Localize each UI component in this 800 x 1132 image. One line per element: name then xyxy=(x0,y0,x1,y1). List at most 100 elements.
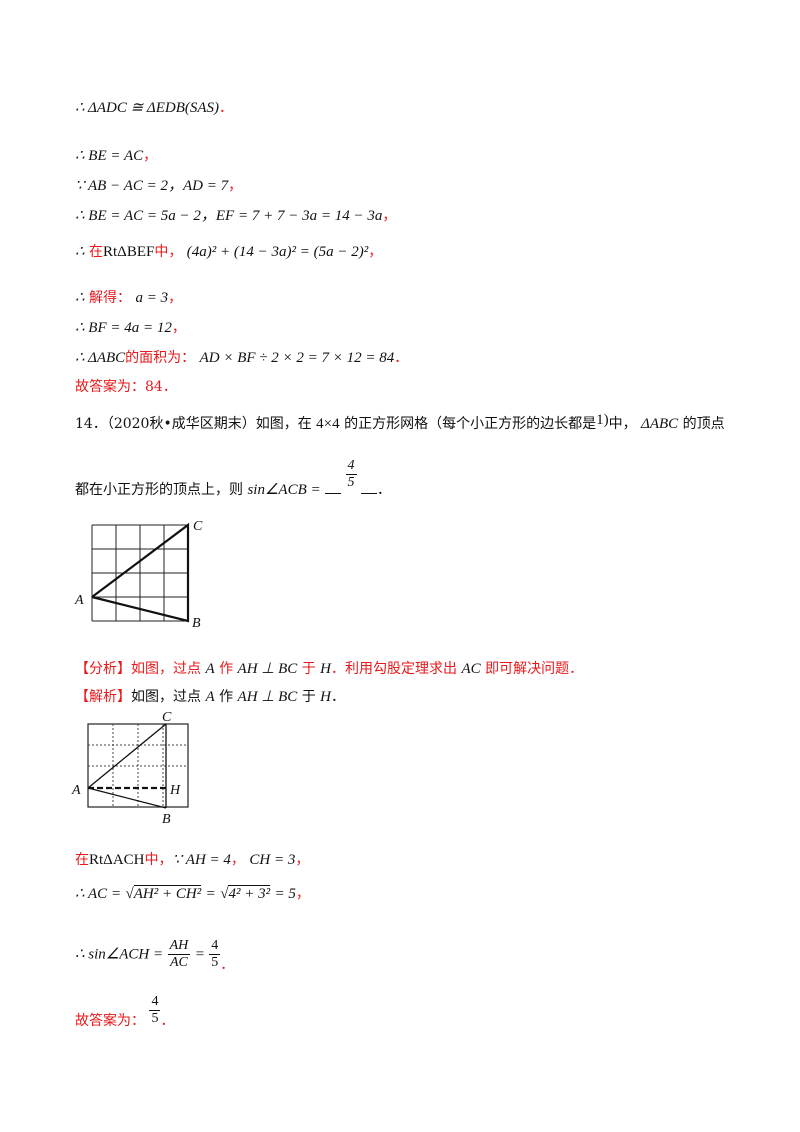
solution-tag: 【解析】 xyxy=(75,689,131,705)
grid-figure-2: A C H B xyxy=(71,710,189,827)
period-mark: ． xyxy=(220,956,235,973)
pythagoras-line: ∴ 在RtΔBEF中， (4a)² + (14 − 3a)² = (5a − 2… xyxy=(75,242,382,262)
perpendicular-statement: AH ⊥ BC xyxy=(237,661,298,677)
comma-mark: ， xyxy=(368,244,383,260)
fraction-numerator: 4 xyxy=(347,457,355,473)
solve-line: ∴ 解得： a = 3， xyxy=(75,288,182,308)
grid-figure-1: A C B xyxy=(74,519,203,631)
triangle-abc-shape xyxy=(87,723,167,809)
sqrt-2-radicand: 4² + 3² xyxy=(228,885,271,902)
step-4-line: 故答案为： 4 5 ． xyxy=(75,994,175,1029)
perpendicular-statement: AH ⊥ BC xyxy=(237,689,298,705)
therefore-symbol: ∴ xyxy=(75,290,85,306)
analysis-tag: 【分析】 xyxy=(75,661,131,677)
comma-mark: ， xyxy=(295,852,310,868)
fraction-denominator: AC xyxy=(167,954,191,971)
grid-size: 4×4 xyxy=(316,416,340,432)
congruence-line: ∴ ΔADC ≅ ΔEDB(SAS)． xyxy=(75,98,233,118)
equals-sign: = xyxy=(194,946,205,963)
dotted-grid-lines xyxy=(88,724,188,807)
triangle-name: RtΔACH xyxy=(89,852,145,868)
answer-line-13: 故答案为：84． xyxy=(75,379,177,395)
triangle-abc: ∴ ΔABC xyxy=(75,350,126,366)
step-3-line: ∴ sin∠ACH = AH AC = 4 5 ． xyxy=(75,938,235,973)
point-a: A xyxy=(205,661,215,677)
answer-blank xyxy=(325,491,342,494)
problem-number: 14． xyxy=(75,416,107,432)
solution-text: 如图，过点 xyxy=(131,689,201,705)
fraction-denominator: 5 xyxy=(345,473,357,490)
answer-label: 故答案为： xyxy=(75,1012,145,1029)
ah-value: ∵ AH = 4 xyxy=(172,852,231,868)
analysis-text: ．利用勾股定理求出 xyxy=(331,661,458,677)
vertex-a-label: A xyxy=(74,593,84,608)
analysis-line: 【分析】如图，过点 A 作 AH ⊥ BC 于 H．利用勾股定理求出 AC 即可… xyxy=(75,659,583,679)
solution-text: 于 xyxy=(301,689,316,705)
vertex-b-label: B xyxy=(192,616,201,631)
problem-text: 都在小正方形的顶点上，则 xyxy=(75,482,243,498)
point-h: H xyxy=(320,661,332,677)
period-mark: ． xyxy=(331,689,346,705)
area-label: 的面积为： xyxy=(125,350,196,366)
sqrt-2: √4² + 3² xyxy=(220,885,271,902)
answer-blank xyxy=(360,491,377,494)
therefore-symbol: ∴ xyxy=(75,244,85,260)
comma-mark: ， xyxy=(143,148,158,164)
solution-text: 作 xyxy=(219,689,234,705)
zai-text: 在 xyxy=(75,852,89,868)
analysis-text: 作 xyxy=(219,661,234,677)
vertex-c-label: C xyxy=(193,519,203,534)
congruence-statement: ∴ ΔADC ≅ ΔEDB(SAS) xyxy=(75,100,220,116)
equals-sign: = xyxy=(205,886,216,902)
grid-lines xyxy=(91,524,189,622)
problem-text: 如图，在 xyxy=(255,416,312,432)
point-h: H xyxy=(320,689,332,705)
point-a: A xyxy=(205,689,215,705)
zhong-text: 中， xyxy=(144,852,173,868)
fraction-numerator: 4 xyxy=(151,994,159,1009)
be-equals-ac: ∴ BE = AC xyxy=(75,148,144,164)
given-line: ∵ AB − AC = 2，AD = 7， xyxy=(75,176,242,196)
sin-ach-expression: ∴ sin∠ACH = xyxy=(75,946,164,963)
vertex-a-label: A xyxy=(71,783,81,798)
ch-value: CH = 3 xyxy=(249,852,296,868)
period-mark: ． xyxy=(160,1012,175,1029)
step-1-line: 在RtΔACH中，∵ AH = 4， CH = 3， xyxy=(75,850,309,870)
comma-mark: ， xyxy=(228,178,243,194)
period-mark: ． xyxy=(376,482,391,498)
unit-length: 1) xyxy=(596,412,609,428)
vertex-b-label: B xyxy=(162,812,171,827)
sqrt-1: √AH² + CH² xyxy=(125,885,202,902)
zai-text: 在 xyxy=(89,244,103,260)
bf-value: ∴ BF = 4a = 12 xyxy=(75,320,172,336)
be-equals-ac-line: ∴ BE = AC， xyxy=(75,146,157,166)
fraction-numerator: AH xyxy=(169,938,189,953)
comma-mark: ， xyxy=(230,852,245,868)
segment-ac: AC xyxy=(461,661,481,677)
solve-label: 解得： xyxy=(89,290,131,306)
period-mark: ． xyxy=(219,100,234,116)
comma-mark: ， xyxy=(382,208,397,224)
triangle-abc-shape xyxy=(91,522,190,623)
fraction-denominator: 5 xyxy=(209,954,221,970)
lengths-line: ∴ BE = AC = 5a − 2，EF = 7 + 7 − 3a = 14 … xyxy=(75,206,396,226)
lengths-statement: ∴ BE = AC = 5a − 2，EF = 7 + 7 − 3a = 14 … xyxy=(75,208,383,224)
bf-line: ∴ BF = 4a = 12， xyxy=(75,318,186,338)
problem-14-line1: 14．（2020秋•成华区期末）如图，在 4×4 的正方形网格（每个小正方形的边… xyxy=(75,410,725,434)
triangle-abc: ΔABC xyxy=(641,416,679,432)
area-equation: AD × BF ÷ 2 × 2 = 7 × 12 = 84 xyxy=(199,350,395,366)
comma-mark: ， xyxy=(168,290,183,306)
problem-source: （2020秋•成华区期末） xyxy=(106,416,256,432)
triangle-name: RtΔBEF xyxy=(103,244,155,260)
fraction-ah-ac: AH AC xyxy=(167,938,191,971)
sqrt-1-radicand: AH² + CH² xyxy=(133,885,202,902)
answer-fraction: 4 5 xyxy=(149,994,161,1027)
ac-value: = 5 xyxy=(274,886,296,902)
fraction-denominator: 5 xyxy=(149,1010,161,1026)
problem-text: 的顶点 xyxy=(682,416,725,432)
problem-text: 中， xyxy=(608,416,637,432)
comma-mark: ， xyxy=(171,320,186,336)
vertex-c-label: C xyxy=(162,710,172,725)
area-line: ∴ ΔABC的面积为： AD × BF ÷ 2 × 2 = 7 × 12 = 8… xyxy=(75,348,408,368)
fraction-4-5: 4 5 xyxy=(209,938,221,971)
